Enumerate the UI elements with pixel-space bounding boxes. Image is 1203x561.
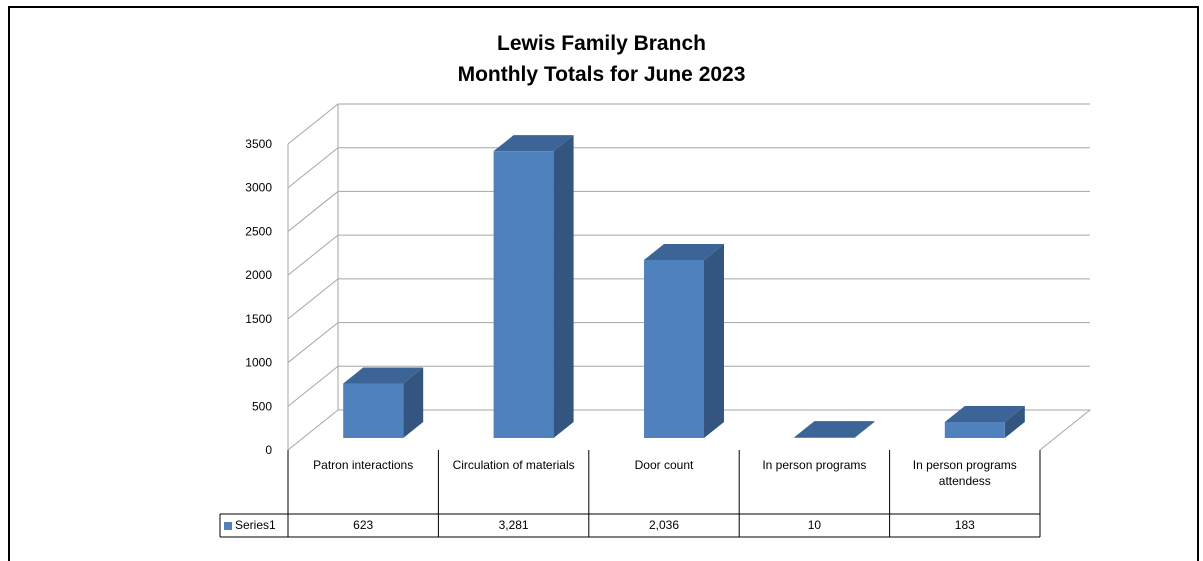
y-tick-label: 2500: [245, 224, 272, 238]
chart-frame: [8, 6, 1199, 561]
bar: [343, 383, 404, 438]
bar: [794, 437, 855, 438]
y-tick-label: 0: [265, 443, 272, 457]
data-value-label: 10: [807, 518, 822, 532]
bar-top: [944, 406, 1025, 423]
gridline: [287, 147, 1090, 189]
legend-swatch: [224, 521, 232, 530]
bar-side: [403, 367, 424, 438]
y-tick-label: 1500: [245, 312, 272, 326]
bar-side: [704, 243, 724, 438]
bar-side: [553, 135, 574, 438]
category-label: In person programs: [762, 458, 867, 472]
category-label: Door count: [634, 458, 694, 472]
bar-top: [644, 243, 724, 260]
chart-subtitle: Monthly Totals for June 2023: [457, 63, 746, 86]
category-label: Patron interactions: [313, 458, 414, 472]
data-value-label: 3,281: [498, 518, 529, 532]
legend-label: Series1: [235, 518, 276, 532]
bar-top: [343, 367, 424, 384]
gridline: [287, 103, 1090, 145]
bar: [644, 259, 704, 438]
y-tick-label: 3000: [245, 181, 272, 195]
category-label: Circulation of materials: [452, 458, 575, 472]
bar-side: [854, 421, 875, 438]
y-tick-label: 500: [252, 399, 272, 413]
y-tick-label: 2000: [245, 268, 272, 282]
bar: [493, 151, 554, 438]
gridline: [287, 234, 1090, 276]
gridline: [287, 322, 1090, 363]
gridline: [287, 190, 1090, 232]
category-label: In person programs attendess: [912, 458, 1017, 488]
chart-title: Lewis Family Branch: [497, 32, 706, 55]
gridline: [287, 365, 1090, 407]
data-value-label: 623: [353, 518, 374, 532]
y-tick-label: 1000: [245, 356, 272, 370]
gridline: [287, 278, 1090, 320]
data-value-label: 2,036: [648, 518, 679, 532]
bar-top: [794, 421, 875, 438]
bar: [944, 422, 1005, 438]
y-tick-label: 3500: [245, 137, 272, 151]
bar-side: [1004, 406, 1025, 438]
data-value-label: 183: [954, 518, 975, 532]
bar-top: [493, 135, 574, 152]
legend-entry: Series1: [220, 514, 276, 536]
